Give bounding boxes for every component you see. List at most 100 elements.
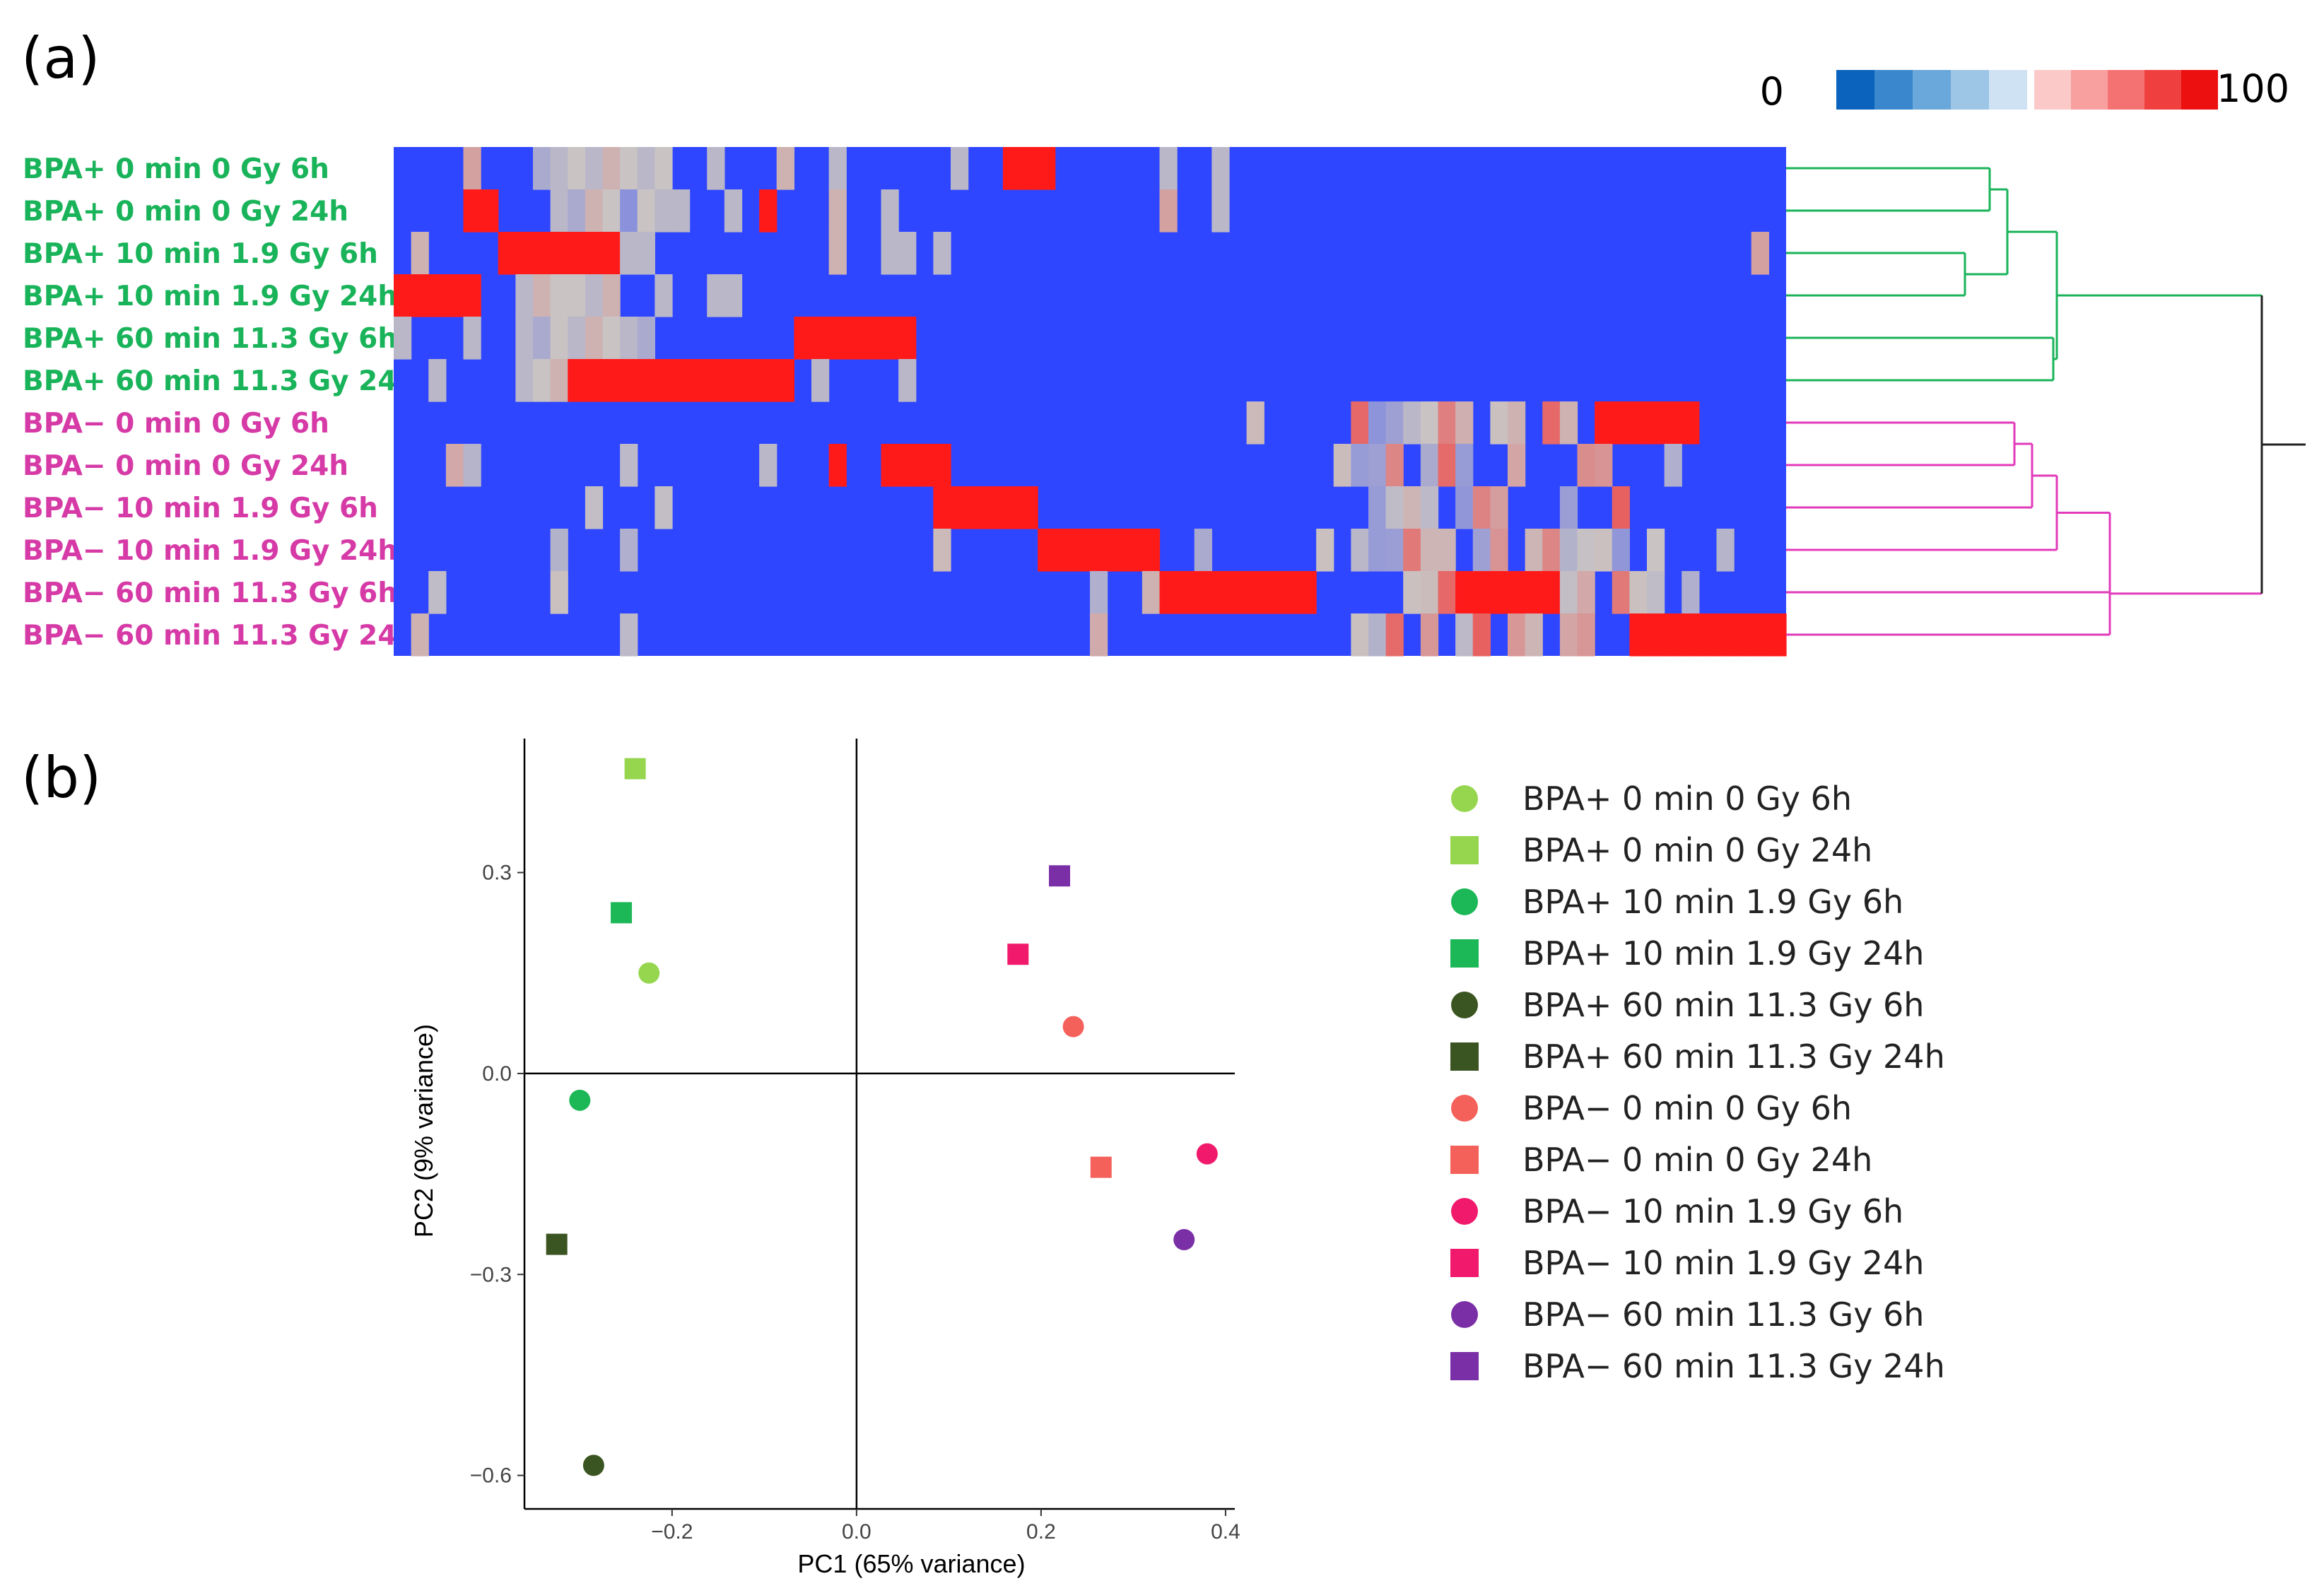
heatmap-cell <box>585 486 604 529</box>
heatmap-cell <box>602 189 621 233</box>
heatmap-cell <box>1211 147 1230 190</box>
heatmap-row-label: BPA+ 10 min 1.9 Gy 6h <box>23 238 378 270</box>
heatmap-cell <box>1420 613 1439 657</box>
legend-marker <box>1450 836 1479 864</box>
heatmap-cell <box>1559 486 1578 529</box>
heatmap-cell <box>724 359 743 402</box>
color-legend-swatch-low <box>1913 70 1951 110</box>
heatmap-cell <box>1420 444 1439 487</box>
heatmap-cell <box>1751 232 1769 275</box>
heatmap-cell <box>585 147 604 190</box>
color-legend-swatch-high <box>2034 70 2071 110</box>
y-tick-label: −0.3 <box>470 1263 512 1286</box>
heatmap-cell <box>1368 444 1387 487</box>
heatmap-cell <box>1664 613 1682 657</box>
panel-a-label: (a) <box>21 25 100 91</box>
heatmap-row-label: BPA− 10 min 1.9 Gy 24h <box>23 535 397 567</box>
color-legend-swatch-low <box>1989 70 2027 110</box>
pca-point <box>624 758 646 780</box>
heatmap-cell <box>1629 571 1648 614</box>
heatmap-cell <box>620 613 638 657</box>
heatmap-cell <box>481 189 499 233</box>
heatmap-cell <box>515 274 534 317</box>
heatmap-cell <box>707 147 725 190</box>
heatmap-cell <box>1716 613 1735 657</box>
heatmap-cell <box>828 444 847 487</box>
heatmap-cell <box>1159 147 1178 190</box>
heatmap-row-label: BPA− 60 min 11.3 Gy 24h <box>23 620 416 652</box>
heatmap-cell <box>445 444 464 487</box>
heatmap-cell <box>968 486 986 529</box>
legend-marker <box>1450 1249 1479 1277</box>
heatmap-cell <box>550 571 568 614</box>
heatmap-cell <box>1542 571 1561 614</box>
heatmap-cell <box>1002 486 1021 529</box>
heatmap-cell <box>1194 529 1212 572</box>
heatmap-cell <box>1368 613 1387 657</box>
legend-marker <box>1451 1198 1478 1225</box>
legend-label: BPA+ 0 min 0 Gy 6h <box>1522 780 1852 818</box>
heatmap-cell <box>1542 401 1561 445</box>
heatmap-cell <box>1629 613 1648 657</box>
heatmap-cell <box>620 529 638 572</box>
heatmap-cell <box>1385 486 1404 529</box>
heatmap-cell <box>428 571 447 614</box>
heatmap-row-labels: BPA+ 0 min 0 Gy 6h BPA+ 0 min 0 Gy 24h BPA… <box>23 153 416 652</box>
heatmap-cell <box>533 359 551 402</box>
heatmap-cell <box>394 274 412 317</box>
heatmap-cell <box>672 189 691 233</box>
heatmap-cell <box>1298 571 1317 614</box>
heatmap-cell <box>550 317 568 360</box>
heatmap-cell <box>550 529 568 572</box>
heatmap-cell <box>1595 529 1613 572</box>
pca-legend: BPA+ 0 min 0 Gy 6h BPA+ 0 min 0 Gy 24h BPA… <box>1450 780 1945 1385</box>
heatmap-cell <box>1125 529 1143 572</box>
pca-point <box>1007 944 1029 965</box>
x-tick-label: −0.2 <box>651 1520 693 1544</box>
heatmap-cell <box>411 232 429 275</box>
pca-point <box>638 962 660 984</box>
heatmap-cell <box>1577 529 1595 572</box>
heatmap-cell <box>898 444 917 487</box>
x-tick-label: 0.0 <box>842 1520 872 1544</box>
dendrogram <box>1786 167 2306 636</box>
heatmap-cell <box>1490 529 1508 572</box>
heatmap-cell <box>828 232 847 275</box>
heatmap-cell <box>672 359 691 402</box>
heatmap-cell <box>1438 444 1456 487</box>
heatmap-cell <box>620 317 638 360</box>
heatmap-cell <box>568 189 586 233</box>
heatmap-cell <box>1508 444 1526 487</box>
heatmap-cell <box>1525 571 1543 614</box>
heatmap-cell <box>1229 571 1248 614</box>
pca-point <box>1090 1156 1112 1178</box>
heatmap-cell <box>881 232 899 275</box>
heatmap-cell <box>1664 444 1682 487</box>
color-legend-swatch-high <box>2181 70 2218 110</box>
heatmap-cell <box>445 274 464 317</box>
heatmap-cell <box>1577 613 1595 657</box>
heatmap-cell <box>1090 571 1108 614</box>
heatmap-cell <box>1385 444 1404 487</box>
heatmap-cell <box>985 486 1004 529</box>
heatmap-cell <box>707 274 725 317</box>
pca-point <box>611 902 633 924</box>
pca-plot: −0.2 0.0 0.2 0.4 0.3 0.0 −0.3 −0.6 PC1 (65% vari… <box>409 739 1240 1578</box>
heatmap-cell <box>1647 529 1665 572</box>
heatmap-cell <box>533 317 551 360</box>
heatmap-cell <box>846 317 864 360</box>
heatmap-cell <box>637 317 655 360</box>
color-legend-swatch-low <box>1874 70 1913 110</box>
heatmap-row-label: BPA− 0 min 0 Gy 6h <box>23 408 329 440</box>
legend-marker <box>1450 1042 1479 1071</box>
heatmap-cell <box>1142 529 1161 572</box>
heatmap-cell <box>1438 401 1456 445</box>
heatmap-cell <box>915 444 934 487</box>
heatmap-cell <box>1455 571 1474 614</box>
heatmap-cell <box>1194 571 1212 614</box>
heatmap-cell <box>724 274 743 317</box>
heatmap-cell <box>1577 571 1595 614</box>
heatmap-cell <box>1020 486 1038 529</box>
heatmap-cell <box>1525 613 1543 657</box>
pca-point <box>569 1089 591 1111</box>
